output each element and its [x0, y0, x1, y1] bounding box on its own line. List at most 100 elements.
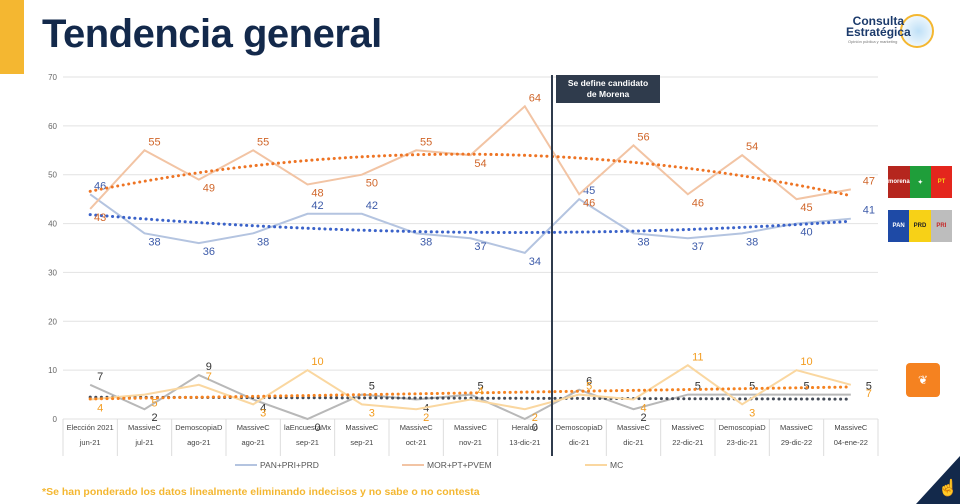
x-tick-date: jul-21: [134, 438, 153, 447]
data-label: 37: [692, 241, 704, 253]
x-tick-date: 23-dic-21: [727, 438, 758, 447]
data-label: 54: [746, 141, 758, 153]
morena-coalition-logos: morena ✦ PT: [888, 166, 952, 198]
trendline-2: [88, 395, 853, 401]
trendline-0: [88, 213, 853, 234]
x-tick-pollster: laEncuestaMx: [284, 423, 331, 432]
hand-pointer-icon[interactable]: ☝: [938, 480, 958, 497]
data-label: 46: [692, 197, 704, 209]
footnote: *Se han ponderado los datos linealmente …: [42, 486, 480, 498]
data-label: 36: [203, 246, 215, 258]
x-tick-date: dic-21: [623, 438, 643, 447]
y-tick-label: 30: [48, 268, 57, 277]
x-tick-pollster: MassiveC: [345, 423, 379, 432]
data-label: 55: [420, 136, 432, 148]
data-label: 2: [532, 412, 538, 424]
x-tick-date: sep-21: [296, 438, 319, 447]
y-tick-label: 60: [48, 122, 57, 131]
data-label: 38: [257, 236, 269, 248]
data-label: 38: [637, 236, 649, 248]
data-label: 5: [749, 381, 755, 393]
consulta-estrategica-logo: Consulta Estratégica Opinión pública y m…: [846, 12, 936, 52]
pt-logo: PT: [930, 166, 952, 198]
series-line-3: [90, 364, 852, 411]
data-label: 43: [94, 212, 106, 224]
data-label: 56: [637, 131, 649, 143]
logo-text: Consulta Estratégica: [846, 14, 911, 39]
data-label: 50: [366, 178, 378, 190]
data-label: 5: [586, 381, 592, 393]
data-label: 4: [640, 402, 646, 414]
data-label: 46: [583, 197, 595, 209]
data-label: 3: [369, 407, 375, 419]
x-tick-pollster: MassiveC: [237, 423, 271, 432]
data-label: 34: [529, 256, 541, 268]
data-label: 0: [532, 422, 538, 434]
legend-label: MC: [610, 460, 623, 470]
x-tick-date: ago-21: [187, 438, 210, 447]
data-label: 7: [206, 371, 212, 383]
x-tick-date: ago-21: [241, 438, 264, 447]
data-label: 45: [583, 185, 595, 197]
data-label: 5: [695, 381, 701, 393]
x-tick-pollster: DemoscopiaD: [719, 423, 767, 432]
x-tick-date: sep-21: [350, 438, 373, 447]
data-label: 3: [749, 407, 755, 419]
x-tick-date: oct-21: [406, 438, 427, 447]
data-label: 3: [260, 407, 266, 419]
data-label: 48: [311, 187, 323, 199]
data-label: 47: [863, 175, 875, 187]
data-label: 49: [203, 183, 215, 195]
page-title: Tendencia general: [42, 12, 382, 56]
x-tick-date: nov-21: [459, 438, 482, 447]
eagle-icon: ❦: [917, 373, 929, 387]
x-tick-pollster: MassiveC: [400, 423, 434, 432]
y-tick-label: 0: [53, 415, 58, 424]
data-label: 54: [474, 158, 486, 170]
data-label: 38: [746, 236, 758, 248]
data-label: 40: [800, 227, 812, 239]
data-label: 42: [311, 200, 323, 212]
data-label: 4: [477, 385, 483, 397]
x-tick-pollster: MassiveC: [454, 423, 488, 432]
x-tick-date: 13-dic-21: [509, 438, 540, 447]
trendline-1: [88, 152, 853, 198]
data-label: 2: [151, 412, 157, 424]
data-label: 7: [866, 388, 872, 400]
y-tick-label: 50: [48, 171, 57, 180]
data-label: 10: [311, 356, 323, 368]
x-tick-pollster: Elección 2021: [67, 423, 114, 432]
x-tick-date: dic-21: [569, 438, 589, 447]
data-label: 10: [800, 356, 812, 368]
legend-label: MOR+PT+PVEM: [427, 460, 492, 470]
data-label: 42: [366, 200, 378, 212]
data-label: 46: [94, 180, 106, 192]
logo-tagline: Opinión pública y marketing: [848, 39, 898, 44]
data-label: 5: [369, 381, 375, 393]
annotation-line-2: de Morena: [586, 89, 630, 99]
data-label: 38: [420, 236, 432, 248]
data-label: 6: [586, 376, 592, 388]
x-tick-pollster: Heraldo: [512, 423, 538, 432]
x-tick-date: 22-dic-21: [672, 438, 703, 447]
x-tick-date: 04-ene-22: [834, 438, 868, 447]
data-label: 0: [314, 422, 320, 434]
pri-logo: PRI: [930, 210, 952, 242]
y-tick-label: 70: [48, 73, 57, 82]
series-line-2: [89, 373, 851, 421]
trendline-3: [88, 385, 853, 401]
legend-label: PAN+PRI+PRD: [260, 460, 319, 470]
data-label: 37: [474, 241, 486, 253]
data-label: 55: [257, 136, 269, 148]
x-tick-pollster: MassiveC: [617, 423, 651, 432]
morena-logo: morena: [888, 166, 910, 198]
data-label: 4: [97, 402, 103, 414]
pvem-logo: ✦: [909, 166, 931, 198]
annotation-line-1: Se define candidato: [567, 78, 649, 88]
data-label: 5: [151, 398, 157, 410]
x-tick-pollster: DemoscopiaD: [175, 423, 223, 432]
x-tick-pollster: MassiveC: [780, 423, 814, 432]
compass-icon: [900, 14, 934, 48]
x-tick-pollster: DemoscopiaD: [556, 423, 604, 432]
